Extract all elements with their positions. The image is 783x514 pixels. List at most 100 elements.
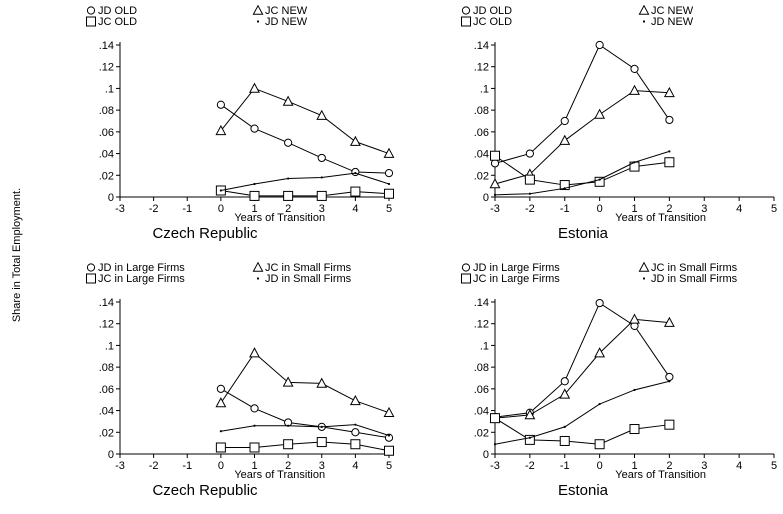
data-point (598, 402, 601, 406)
legend-entry: JC in Large Firms (86, 273, 185, 285)
legend-entry: JC OLD (86, 16, 137, 28)
legend-label: JD NEW (651, 16, 694, 28)
series-jd-new (493, 150, 671, 196)
data-point (383, 147, 395, 158)
panel-title: Estonia (558, 482, 609, 499)
legend-entry: JD in Large Firms (86, 262, 185, 274)
legend-marker (86, 273, 96, 284)
data-point (524, 409, 536, 420)
x-tick-label: 5 (386, 203, 392, 215)
data-point (629, 424, 640, 435)
x-tick-label: 3 (319, 203, 325, 215)
data-point (663, 86, 675, 98)
series-jc-new (215, 82, 395, 158)
data-point (594, 347, 606, 358)
x-tick-label: -2 (525, 460, 535, 472)
panel-title: Czech Republic (152, 482, 258, 499)
series-jc-old (490, 150, 675, 191)
series-jd-in-large-firms (490, 298, 674, 422)
x-tick-label: 0 (218, 203, 224, 215)
series-jc-old (215, 185, 394, 201)
data-point (524, 434, 535, 445)
data-point (350, 186, 361, 197)
data-point (287, 424, 290, 427)
data-point (219, 189, 222, 192)
data-point (559, 435, 570, 446)
data-point (665, 372, 674, 382)
data-point (253, 424, 256, 427)
series-line (220, 87, 390, 155)
y-tick-label: .08 (99, 362, 114, 374)
x-tick-label: 5 (771, 460, 777, 472)
data-point (249, 190, 260, 201)
legend-label: JD OLD (473, 5, 512, 17)
y-tick-label: .06 (474, 384, 489, 396)
data-point (351, 428, 360, 437)
data-point (282, 376, 294, 387)
global-y-axis-label-text: Share in Total Employment. (11, 187, 23, 322)
series-line (494, 318, 670, 419)
series-line (494, 302, 670, 418)
legend-marker (461, 273, 471, 284)
x-axis-label: Years of Transition (615, 469, 706, 481)
data-point (664, 157, 675, 168)
legend-marker (86, 6, 96, 15)
data-point (594, 108, 606, 119)
series-line (220, 352, 390, 414)
x-tick-label: -1 (182, 203, 192, 215)
data-point (384, 169, 394, 178)
data-point (316, 109, 328, 120)
data-point (524, 174, 535, 185)
data-point (284, 138, 293, 147)
legend-label: JC in Large Firms (98, 273, 185, 285)
series-line (220, 441, 390, 452)
y-tick-label: .12 (99, 319, 114, 331)
y-tick-label: .02 (474, 427, 489, 439)
legend-marker (252, 261, 264, 272)
data-point (560, 116, 569, 126)
data-point (317, 153, 326, 163)
data-point (316, 437, 327, 448)
series-line (220, 104, 390, 174)
series-line (494, 417, 670, 445)
legend-entry: JC NEW (252, 4, 308, 17)
data-point (633, 161, 636, 164)
legend-entry: JC in Small Firms (252, 261, 352, 274)
x-tick-label: -3 (115, 203, 125, 215)
y-tick-label: .12 (474, 319, 489, 331)
data-point (493, 193, 497, 196)
series-line (494, 150, 670, 196)
y-tick-label: .14 (474, 297, 489, 309)
x-tick-label: 2 (666, 460, 672, 472)
data-point (594, 439, 605, 450)
data-point (668, 380, 671, 383)
legend-label: JC in Small Firms (651, 262, 738, 274)
x-tick-label: -2 (525, 203, 535, 215)
y-tick-label: 0 (108, 192, 114, 204)
data-point (559, 388, 571, 399)
series-jd-old (490, 40, 674, 168)
y-tick-label: .12 (99, 62, 114, 74)
y-tick-label: .1 (105, 340, 114, 352)
x-tick-label: -2 (149, 460, 159, 472)
data-point (384, 433, 394, 442)
y-tick-label: .04 (99, 149, 114, 161)
data-point (384, 188, 394, 199)
data-point (316, 377, 328, 388)
legend-marker (461, 6, 471, 15)
data-point (349, 135, 361, 146)
series-line (220, 424, 390, 437)
chart-panel-3: 0 .02 .04 .06 .08 .1 .12 .14 -3 -2 -1 0 1 2 3 4 5 Years o… (86, 261, 395, 499)
series-jc-in-small-firms (215, 347, 395, 418)
data-point (490, 159, 500, 168)
legend-marker (638, 261, 650, 272)
panel-title: Estonia (558, 225, 609, 242)
data-point (349, 394, 361, 406)
y-tick-label: 0 (108, 449, 114, 461)
y-tick-label: .1 (105, 83, 114, 95)
data-point (489, 178, 501, 189)
y-tick-label: .08 (99, 105, 114, 117)
data-point (215, 124, 227, 136)
legend-label: JC in Small Firms (265, 262, 352, 274)
